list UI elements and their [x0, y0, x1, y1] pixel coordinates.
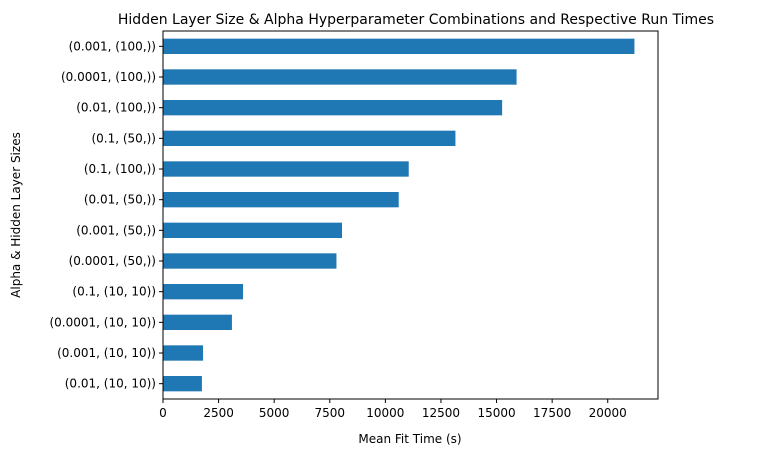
- x-axis-label: Mean Fit Time (s): [358, 432, 461, 446]
- y-tick-label: (0.1, (100,)): [84, 162, 156, 176]
- bar: [163, 222, 343, 238]
- bar: [163, 38, 635, 54]
- bar: [163, 376, 202, 392]
- y-tick-label: (0.001, (100,)): [69, 39, 156, 53]
- x-tick-label: 10000: [366, 406, 404, 420]
- y-tick-label: (0.001, (50,)): [76, 223, 156, 237]
- x-tick-label: 20000: [589, 406, 627, 420]
- x-tick-label: 7500: [315, 406, 346, 420]
- y-tick-label: (0.1, (50,)): [91, 131, 156, 145]
- y-tick-label: (0.0001, (10, 10)): [49, 315, 156, 329]
- bar: [163, 69, 517, 85]
- y-tick-label: (0.01, (100,)): [76, 101, 156, 115]
- y-tick-label: (0.1, (10, 10)): [72, 285, 156, 299]
- y-axis-label: Alpha & Hidden Layer Sizes: [9, 132, 23, 298]
- x-tick-label: 0: [159, 406, 167, 420]
- x-tick-label: 17500: [533, 406, 571, 420]
- y-axis-ticks: (0.001, (100,)) (0.0001, (100,)) (0.01, (1…: [49, 39, 163, 391]
- chart-title: Hidden Layer Size & Alpha Hyperparameter…: [118, 12, 714, 28]
- bars-group: [163, 38, 635, 392]
- bar: [163, 100, 503, 116]
- x-tick-label: 15000: [477, 406, 515, 420]
- y-tick-label: (0.0001, (50,)): [69, 254, 156, 268]
- bar: [163, 314, 232, 330]
- x-axis-ticks: 0 2500 5000 7500 10000 12500 15000 17500 20000: [159, 399, 627, 420]
- y-tick-label: (0.01, (10, 10)): [65, 377, 156, 391]
- x-tick-label: 2500: [203, 406, 234, 420]
- plot-frame: [162, 30, 659, 400]
- bar: [163, 253, 337, 269]
- y-tick-label: (0.0001, (100,)): [61, 70, 156, 84]
- x-tick-label: 5000: [259, 406, 290, 420]
- x-tick-label: 12500: [422, 406, 460, 420]
- y-tick-label: (0.001, (10, 10)): [57, 346, 156, 360]
- bar: [163, 284, 244, 300]
- y-tick-label: (0.01, (50,)): [84, 193, 156, 207]
- bar: [163, 130, 456, 146]
- bar: [163, 345, 204, 361]
- bar: [163, 161, 409, 177]
- bar: [163, 192, 399, 208]
